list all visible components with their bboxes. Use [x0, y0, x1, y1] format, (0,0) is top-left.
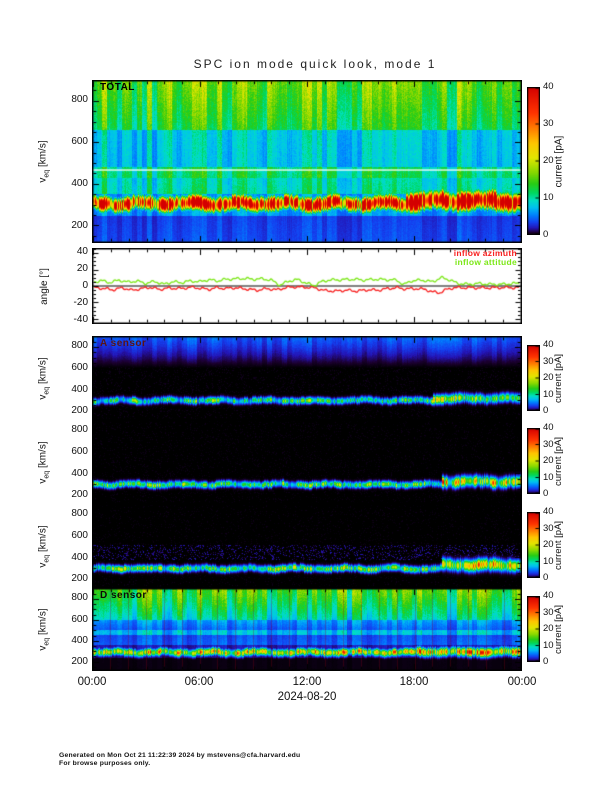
y-tick-label: 600: [71, 445, 88, 457]
colorbar-tick-label: 30: [543, 118, 554, 129]
inflow-angle-panel: [92, 248, 522, 324]
b-sensor-spectrogram-canvas: [92, 420, 522, 504]
y-tick-label: 40: [76, 246, 88, 258]
colorbar-tick-label: 20: [543, 455, 554, 466]
d-sensor-spectrogram-panel: [92, 588, 522, 671]
colorbar-tick-label: 0: [543, 488, 549, 499]
colorbar-tick-label: 40: [543, 506, 554, 517]
colorbar-tick-label: 10: [543, 471, 554, 483]
x-tick-label: 00:00: [507, 676, 537, 688]
a-sensor-spectrogram-panel: [92, 336, 522, 420]
y-tick-label: 200: [71, 573, 88, 585]
y-tick-label: 200: [71, 489, 88, 501]
y-tick-label: 400: [71, 383, 88, 395]
colorbar-tick-label: 20: [543, 539, 554, 550]
legend-inflow-azimuth: inflow azimuth: [453, 248, 517, 258]
y-tick-label: 400: [71, 178, 88, 190]
y-tick-label: 600: [71, 529, 88, 541]
a-sensor-colorbar: [527, 345, 540, 411]
footer-browse-line: For browse purposes only.: [59, 760, 151, 767]
colorbar-tick-label: 0: [543, 656, 549, 667]
page-title: SPC ion mode quick look, mode 1: [193, 57, 437, 71]
y-tick-label: 800: [71, 93, 88, 105]
y-tick-label: 400: [71, 551, 88, 563]
y-tick-label: 800: [71, 508, 88, 520]
a-y-axis-label: veq [km/s]: [37, 356, 51, 400]
a-sensor-panel-label: A sensor: [100, 338, 147, 349]
y-tick-label: 200: [71, 405, 88, 417]
angle-y-axis-label: angle [°]: [38, 267, 50, 305]
b-y-axis-label: veq [km/s]: [37, 440, 51, 484]
y-tick-label: 20: [76, 263, 88, 275]
colorbar-tick-label: 40: [543, 81, 554, 92]
colorbar-tick-label: 20: [543, 372, 554, 383]
a-sensor-spectrogram-canvas: [92, 336, 522, 420]
colorbar-tick-label: 40: [543, 339, 554, 350]
total-spectrogram-canvas: [92, 80, 522, 243]
colorbar-tick-label: 30: [543, 522, 554, 534]
y-tick-label: 800: [71, 340, 88, 352]
colorbar-tick-label: 30: [543, 355, 554, 367]
y-tick-label: 400: [71, 467, 88, 479]
colorbar-tick-label: 10: [543, 639, 554, 651]
colorbar-tick-label: 10: [543, 555, 554, 567]
colorbar-tick-label: 40: [543, 422, 554, 433]
total-spectrogram-panel: [92, 80, 522, 243]
colorbar-tick-label: 30: [543, 606, 554, 618]
y-tick-label: 800: [71, 424, 88, 436]
legend-inflow-attitude: inflow attitude: [454, 257, 517, 267]
b-sensor-spectrogram-panel: [92, 420, 522, 504]
y-tick-label: 0: [82, 280, 88, 291]
x-tick-label: 12:00: [292, 676, 322, 688]
x-axis-date-label: 2024-08-20: [277, 691, 337, 703]
total-colorbar: [527, 87, 540, 235]
colorbar-tick-label: 20: [543, 623, 554, 634]
colorbar-tick-label: 30: [543, 438, 554, 450]
c-sensor-spectrogram-canvas: [92, 504, 522, 588]
c-sensor-spectrogram-panel: [92, 504, 522, 588]
y-tick-label: 600: [71, 361, 88, 373]
y-tick-label: 600: [71, 136, 88, 148]
y-tick-label: -20: [73, 296, 88, 308]
d-sensor-spectrogram-canvas: [92, 588, 522, 671]
total-panel-label: TOTAL: [100, 82, 135, 93]
x-tick-label: 06:00: [184, 676, 214, 688]
x-tick-label: 18:00: [399, 676, 429, 688]
y-tick-label: 400: [71, 635, 88, 646]
footer-generated-line: Generated on Mon Oct 21 11:22:39 2024 by…: [59, 752, 301, 759]
inflow-angle-canvas: [92, 248, 522, 324]
colorbar-tick-label: 0: [543, 229, 549, 240]
colorbar-tick-label: 20: [543, 155, 554, 166]
y-tick-label: 200: [71, 656, 88, 668]
c-y-axis-label: veq [km/s]: [37, 524, 51, 568]
d-sensor-panel-label: D sensor: [100, 590, 147, 601]
b-sensor-colorbar: [527, 428, 540, 494]
y-tick-label: 800: [71, 592, 88, 604]
c-sensor-colorbar: [527, 512, 540, 578]
y-tick-label: 200: [71, 220, 88, 232]
colorbar-tick-label: 0: [543, 572, 549, 583]
y-tick-label: -40: [73, 313, 88, 325]
colorbar-tick-label: 0: [543, 405, 549, 416]
d-y-axis-label: veq [km/s]: [37, 608, 51, 651]
d-sensor-colorbar: [527, 596, 540, 662]
colorbar-tick-label: 40: [543, 590, 554, 601]
colorbar-tick-label: 10: [543, 192, 554, 203]
total-y-axis-label: veq [km/s]: [37, 140, 51, 183]
colorbar-tick-label: 10: [543, 388, 554, 400]
y-tick-label: 600: [71, 613, 88, 625]
x-tick-label: 00:00: [77, 676, 107, 688]
